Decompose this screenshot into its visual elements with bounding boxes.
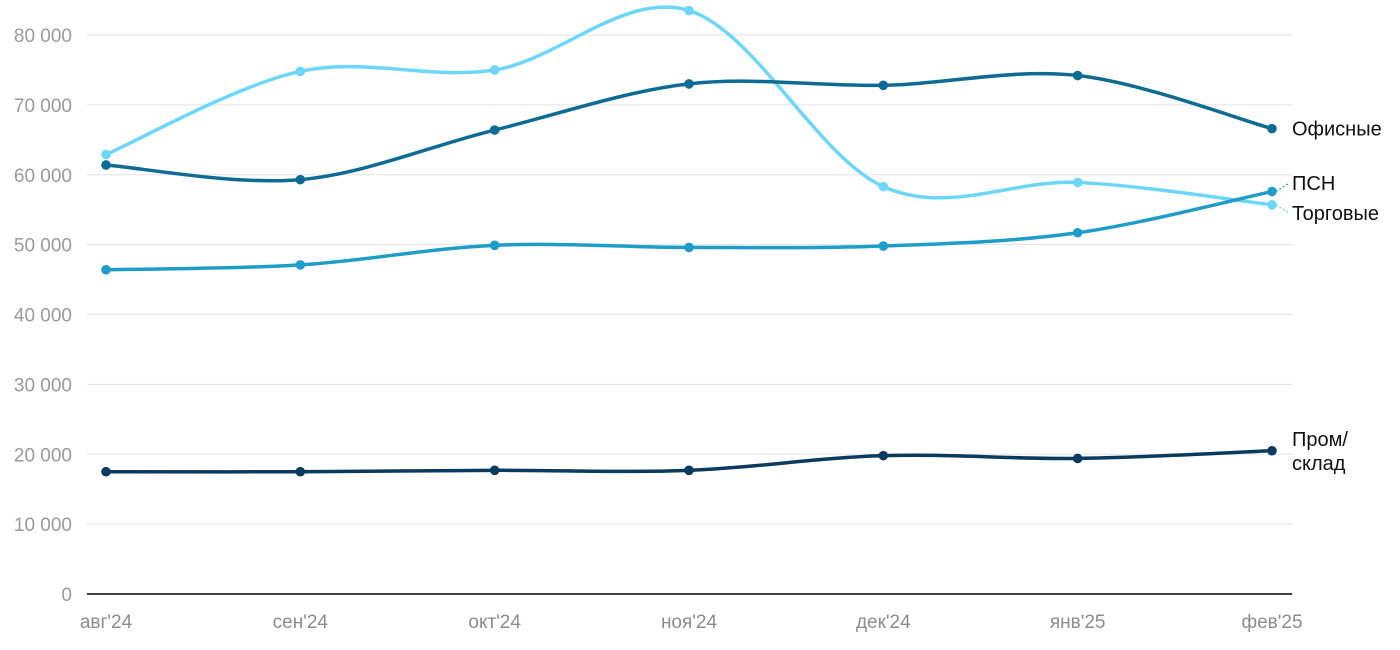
grid xyxy=(87,34,1292,595)
data-point xyxy=(1072,453,1083,464)
data-point xyxy=(684,79,694,89)
x-tick-label: окт'24 xyxy=(468,612,521,633)
y-tick-label: 60 000 xyxy=(14,166,72,187)
series-labels: Офисные ПСН Торговые Пром/склад xyxy=(1275,119,1382,475)
data-point xyxy=(1072,177,1083,188)
y-tick-label: 20 000 xyxy=(14,445,72,466)
series-label: ПСН xyxy=(1292,173,1335,195)
data-point xyxy=(101,264,111,275)
series-label: склад xyxy=(1292,453,1346,475)
data-point xyxy=(295,174,306,185)
data-point xyxy=(1267,445,1277,456)
y-tick-label: 50 000 xyxy=(14,236,72,257)
y-tick-label: 0 xyxy=(61,585,72,606)
data-point xyxy=(878,450,889,461)
x-axis: авг'24 сен'24 окт'24 ноя'24 дек'24 янв'25 фев'… xyxy=(80,612,1303,633)
data-point xyxy=(295,66,306,77)
data-point xyxy=(1267,186,1277,197)
data-point xyxy=(101,149,111,160)
x-tick-label: фев'25 xyxy=(1241,612,1302,633)
data-point xyxy=(878,181,889,192)
data-point xyxy=(684,465,694,476)
series-lines xyxy=(101,5,1277,477)
y-axis: 0 10 000 20 000 30 000 40 000 50 000 60 000 70 … xyxy=(14,26,72,606)
series-label: Офисные xyxy=(1292,119,1382,141)
data-point xyxy=(684,242,694,253)
data-point xyxy=(295,260,306,270)
data-point xyxy=(1072,70,1083,81)
x-tick-label: янв'25 xyxy=(1050,612,1106,633)
data-point xyxy=(1267,123,1277,134)
series-line xyxy=(104,189,1274,272)
data-point xyxy=(1267,199,1277,210)
data-point xyxy=(489,65,500,75)
series-line xyxy=(104,71,1274,183)
y-tick-label: 10 000 xyxy=(14,515,72,536)
x-tick-label: дек'24 xyxy=(856,612,911,633)
x-tick-label: авг'24 xyxy=(80,612,133,633)
y-tick-label: 40 000 xyxy=(14,306,72,327)
series-label: Торговые xyxy=(1292,203,1379,225)
label-leader-line xyxy=(1275,204,1290,214)
data-point xyxy=(684,5,694,16)
data-point xyxy=(489,465,500,476)
series-label: Пром/ xyxy=(1292,429,1348,451)
data-point xyxy=(489,240,500,251)
data-point xyxy=(1072,227,1083,238)
data-point xyxy=(489,125,500,135)
y-tick-label: 30 000 xyxy=(14,375,72,396)
y-tick-label: 70 000 xyxy=(14,96,72,117)
y-tick-label: 80 000 xyxy=(14,26,72,47)
data-point xyxy=(101,466,111,477)
data-point xyxy=(101,160,111,170)
x-tick-label: сен'24 xyxy=(273,612,329,633)
label-leader-line xyxy=(1275,182,1290,193)
data-point xyxy=(295,466,306,477)
x-tick-label: ноя'24 xyxy=(661,612,718,633)
data-point xyxy=(878,241,889,251)
data-point xyxy=(878,80,889,91)
